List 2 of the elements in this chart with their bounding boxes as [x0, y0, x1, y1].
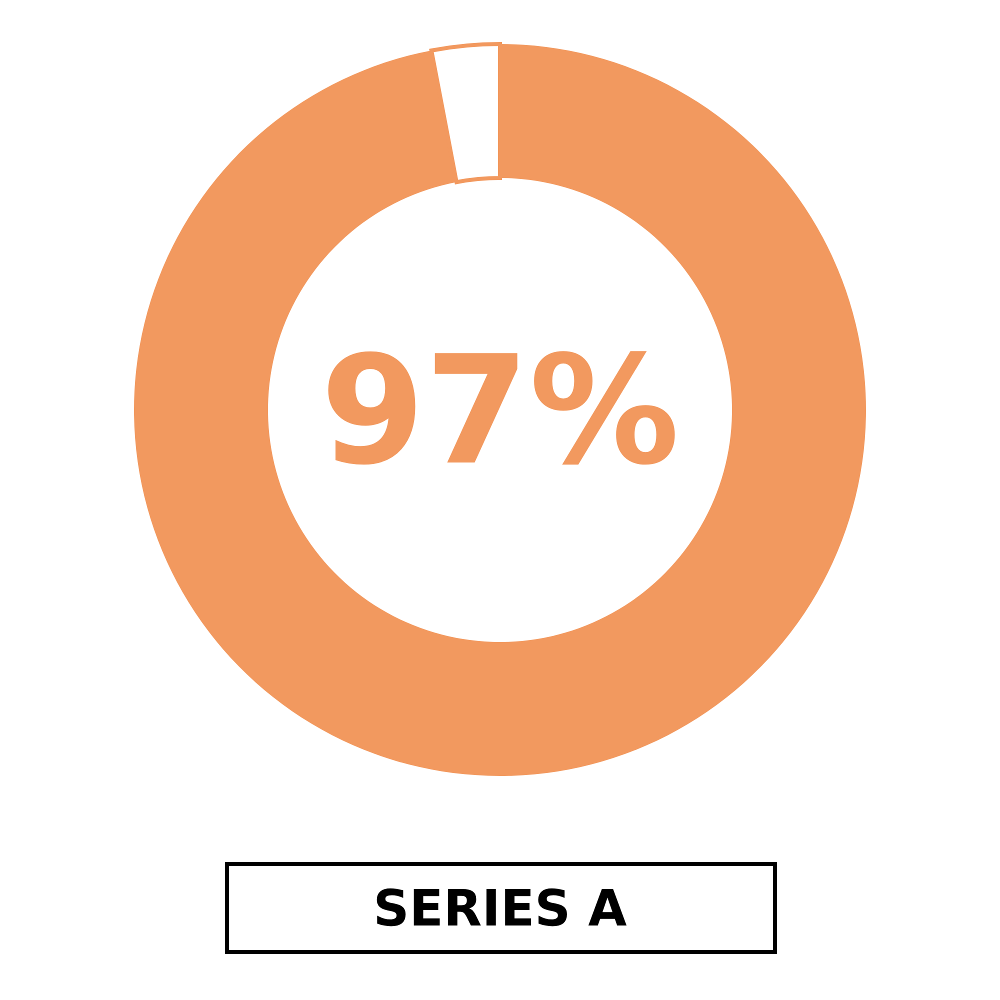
data-label: 97%: [320, 324, 680, 498]
text: SERIES A: [373, 880, 628, 938]
